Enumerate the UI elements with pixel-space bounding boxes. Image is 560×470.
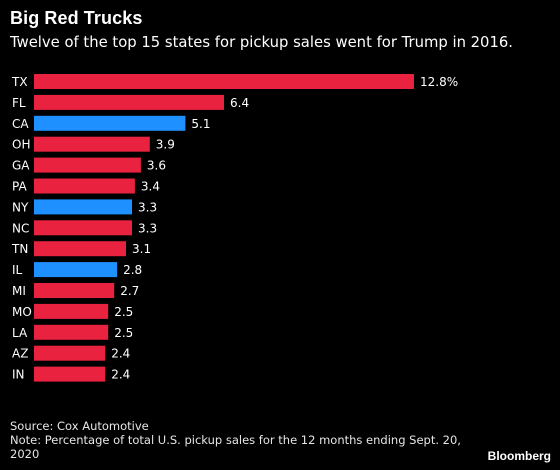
value-label-fl: 6.4 xyxy=(230,96,249,110)
value-label-tx: 12.8% xyxy=(420,75,458,89)
bar-az xyxy=(34,345,106,361)
category-label-mi: MI xyxy=(12,284,26,298)
value-label-tn: 3.1 xyxy=(132,242,151,256)
chart-subtitle: Twelve of the top 15 states for pickup s… xyxy=(10,34,514,51)
bar-nc xyxy=(34,220,132,236)
category-label-tn: TN xyxy=(11,242,28,256)
category-label-oh: OH xyxy=(12,138,30,152)
bar-ny xyxy=(34,199,132,215)
bar-mi xyxy=(34,283,115,298)
value-label-az: 2.4 xyxy=(111,347,130,361)
category-label-pa: PA xyxy=(12,180,27,194)
value-label-in: 2.4 xyxy=(111,368,130,382)
value-label-ny: 3.3 xyxy=(138,200,157,214)
value-label-il: 2.8 xyxy=(123,263,142,277)
category-label-ca: CA xyxy=(12,117,29,131)
value-label-oh: 3.9 xyxy=(156,138,175,152)
value-label-ga: 3.6 xyxy=(147,159,166,173)
category-label-ga: GA xyxy=(12,159,30,173)
bar-mo xyxy=(34,303,109,319)
category-label-in: IN xyxy=(12,368,25,382)
bar-oh xyxy=(34,136,150,152)
bar-la xyxy=(34,324,109,340)
bar-ca xyxy=(34,115,186,131)
value-label-pa: 3.4 xyxy=(141,180,160,194)
footnote-line-2: 2020 xyxy=(10,447,40,461)
bar-tx xyxy=(34,74,414,89)
category-label-mo: MO xyxy=(12,305,32,319)
bar-tn xyxy=(34,241,126,257)
category-label-nc: NC xyxy=(12,221,29,235)
bloomberg-logo: Bloomberg xyxy=(487,449,551,463)
category-label-ny: NY xyxy=(12,200,29,214)
bar-il xyxy=(34,262,118,278)
bar-chart: TX 12.8% FL 6.4 CA 5.1 OH 3.9 GA 3.6 PA 3.4 NY 3.3 NC 3… xyxy=(11,74,458,382)
value-label-mo: 2.5 xyxy=(114,305,133,319)
bar-pa xyxy=(34,178,135,194)
value-label-ca: 5.1 xyxy=(191,117,210,131)
category-label-il: IL xyxy=(12,263,23,277)
footnote-line-1: Note: Percentage of total U.S. pickup sa… xyxy=(10,433,461,447)
chart-footer: Source: Cox Automotive Note: Percentage … xyxy=(10,419,461,461)
chart-title: Big Red Trucks xyxy=(10,8,143,28)
bar-in xyxy=(34,366,106,382)
value-label-mi: 2.7 xyxy=(120,284,139,298)
value-label-la: 2.5 xyxy=(114,326,133,340)
bar-fl xyxy=(34,94,224,110)
category-label-az: AZ xyxy=(12,347,28,361)
source-note: Source: Cox Automotive xyxy=(10,419,149,433)
category-label-fl: FL xyxy=(12,96,26,110)
bar-ga xyxy=(34,157,141,173)
value-label-nc: 3.3 xyxy=(138,221,157,235)
category-label-tx: TX xyxy=(11,75,28,89)
category-label-la: LA xyxy=(12,326,28,340)
